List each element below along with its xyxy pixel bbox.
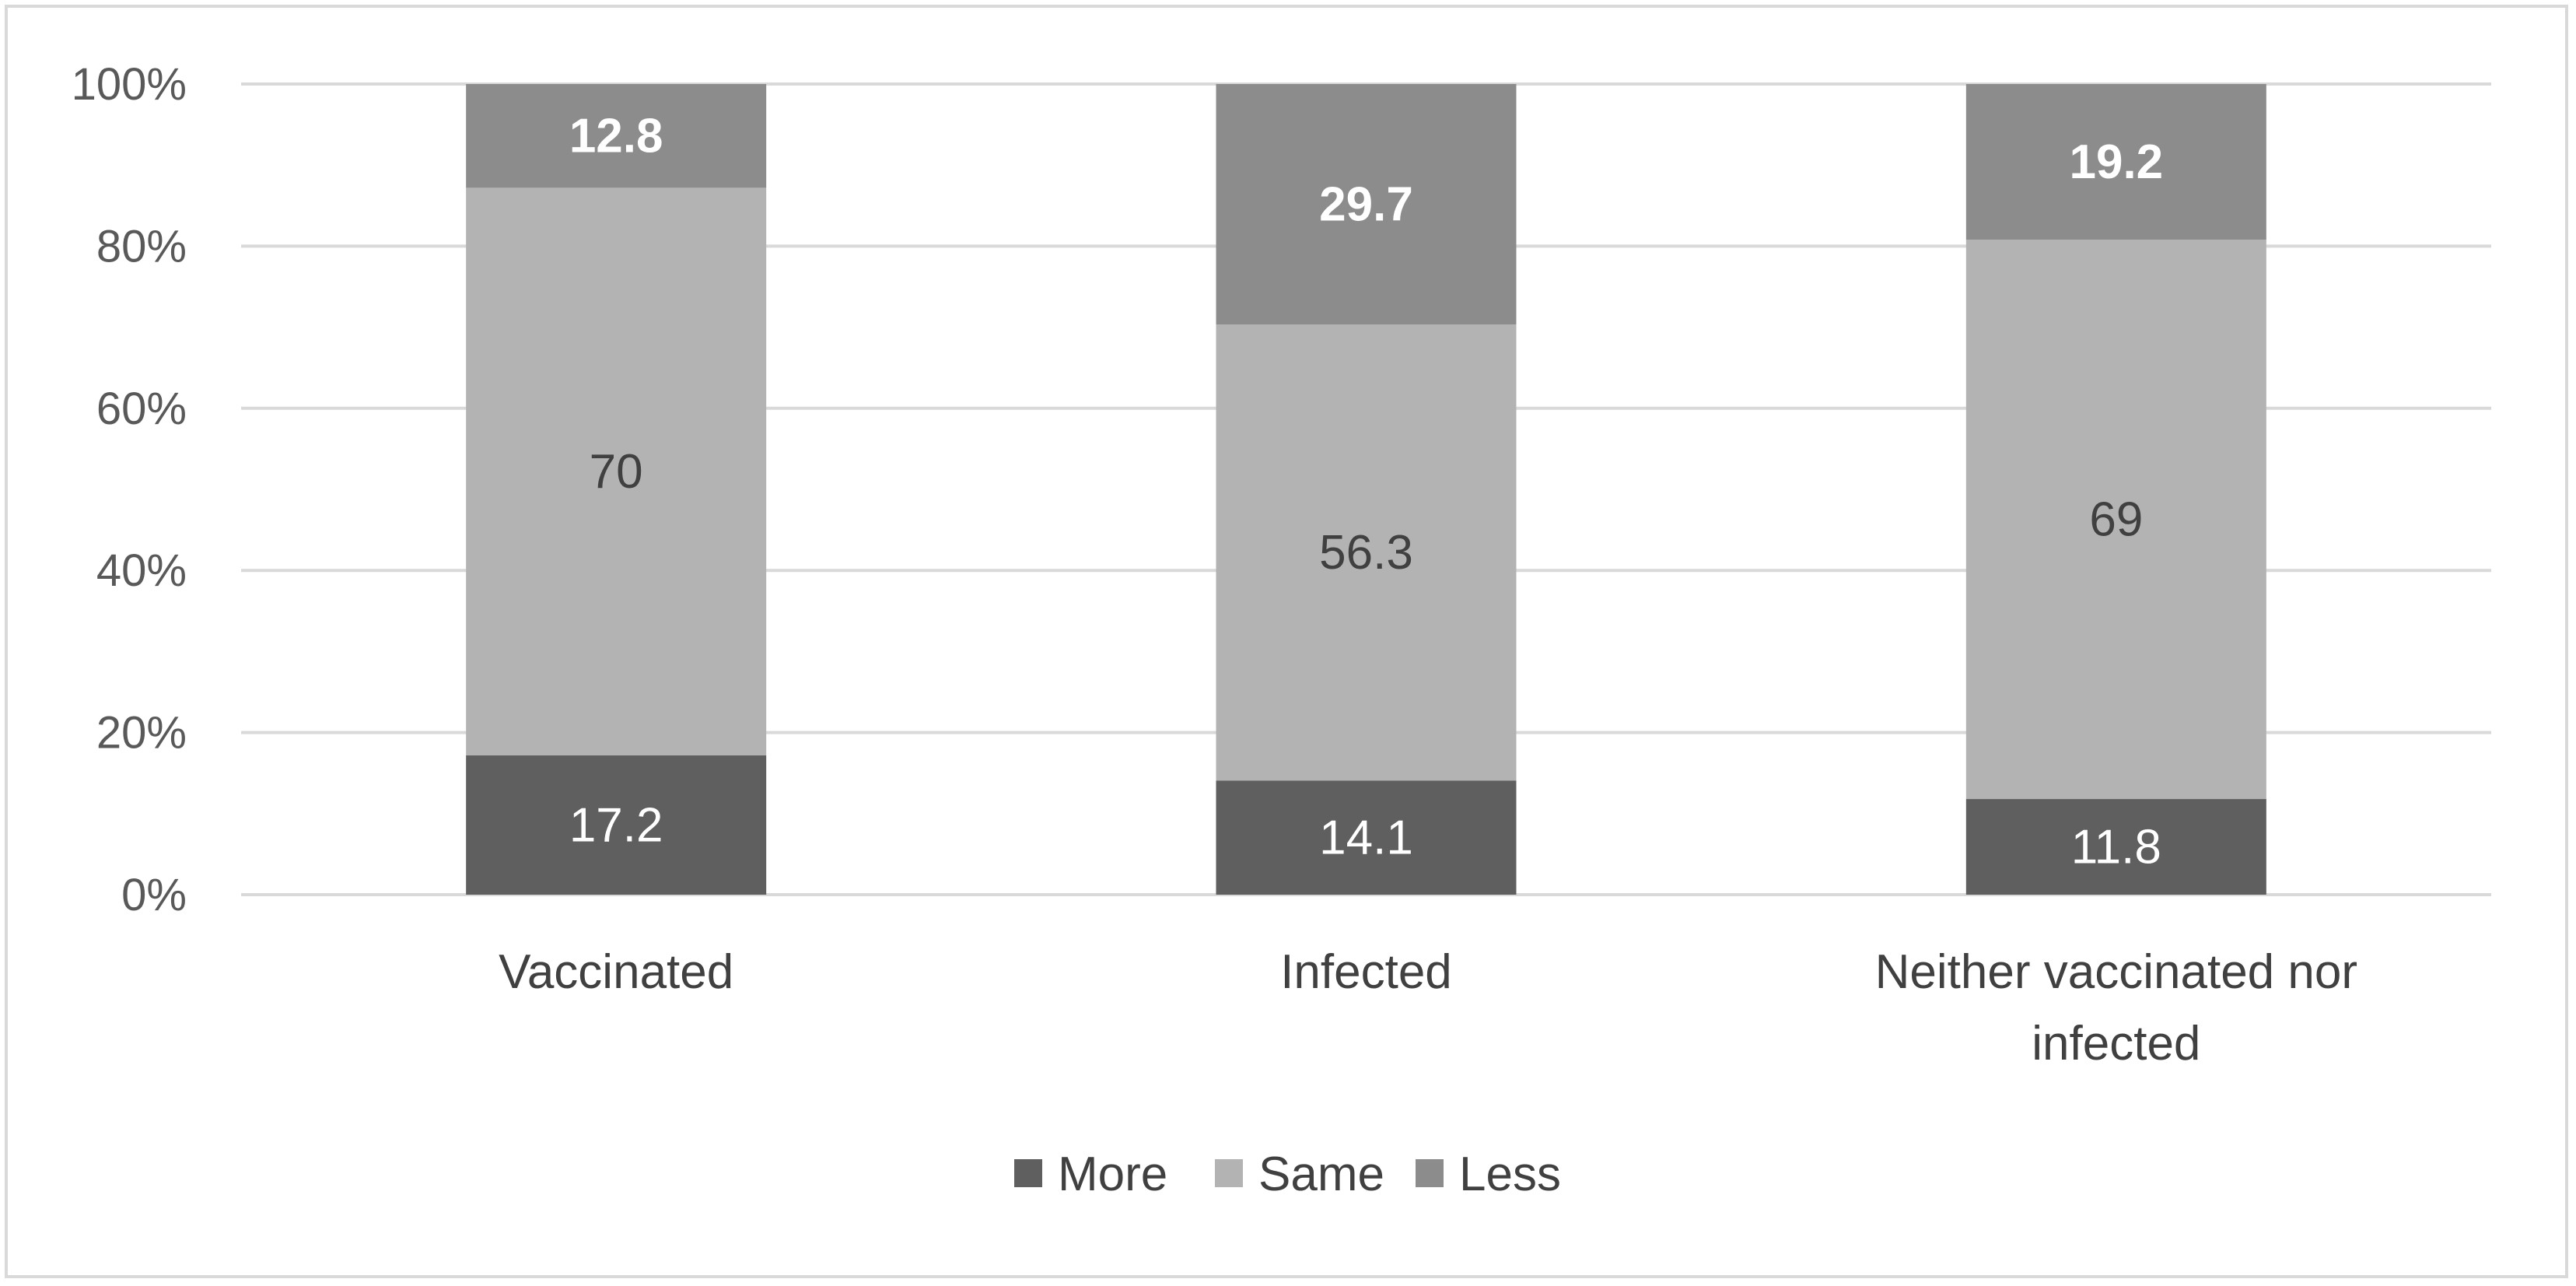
bar-same-infected: [1216, 324, 1517, 781]
data-label-less: 12.8: [569, 110, 663, 163]
bar-less-infected: [1216, 84, 1517, 325]
bars: [466, 84, 2266, 895]
bar-more-infected: [1216, 780, 1517, 895]
x-category-label: Infected: [1280, 945, 1452, 999]
bar-less-neither-vaccinated-nor-infected: [1965, 84, 2266, 240]
y-tick-label: 20%: [96, 708, 187, 759]
legend: More Same Less: [1014, 1148, 1561, 1201]
y-tick-label: 60%: [96, 384, 187, 434]
y-tick-label: 80%: [96, 221, 187, 272]
x-axis-categories: Vaccinated Infected Neither vaccinated nor…: [499, 945, 2357, 1070]
data-label-less: 29.7: [1319, 178, 1413, 232]
bar-same-vaccinated: [466, 187, 767, 755]
data-label-same: 70: [590, 445, 643, 499]
x-category-label: infected: [2032, 1017, 2200, 1070]
bar-less-vaccinated: [466, 84, 767, 188]
legend-label-less: Less: [1459, 1148, 1561, 1201]
legend-swatch-same: [1215, 1159, 1243, 1187]
x-category-label: Vaccinated: [499, 945, 733, 999]
legend-label-same: Same: [1258, 1148, 1384, 1201]
y-tick-label: 100%: [72, 59, 187, 110]
x-category-label: Neither vaccinated nor: [1875, 945, 2357, 999]
y-tick-label: 0%: [121, 870, 187, 920]
y-tick-label: 40%: [96, 545, 187, 596]
y-axis-ticks: 0% 20% 40% 60% 80% 100%: [72, 59, 187, 920]
data-label-same: 69: [2089, 493, 2143, 547]
data-label-more: 14.1: [1319, 811, 1413, 865]
bar-more-vaccinated: [466, 755, 767, 895]
data-label-more: 17.2: [569, 798, 663, 852]
data-label-less: 19.2: [2069, 135, 2163, 189]
data-labels: 17.2 70 12.8 14.1 56.3 29.7 11.8 69 19.2: [569, 110, 2163, 874]
bar-more-neither-vaccinated-nor-infected: [1965, 799, 2266, 895]
legend-label-more: More: [1058, 1148, 1167, 1201]
data-label-same: 56.3: [1319, 526, 1413, 580]
legend-swatch-more: [1014, 1159, 1042, 1187]
data-label-more: 11.8: [2071, 821, 2161, 874]
bar-same-neither-vaccinated-nor-infected: [1965, 240, 2266, 800]
legend-swatch-less: [1416, 1159, 1444, 1187]
